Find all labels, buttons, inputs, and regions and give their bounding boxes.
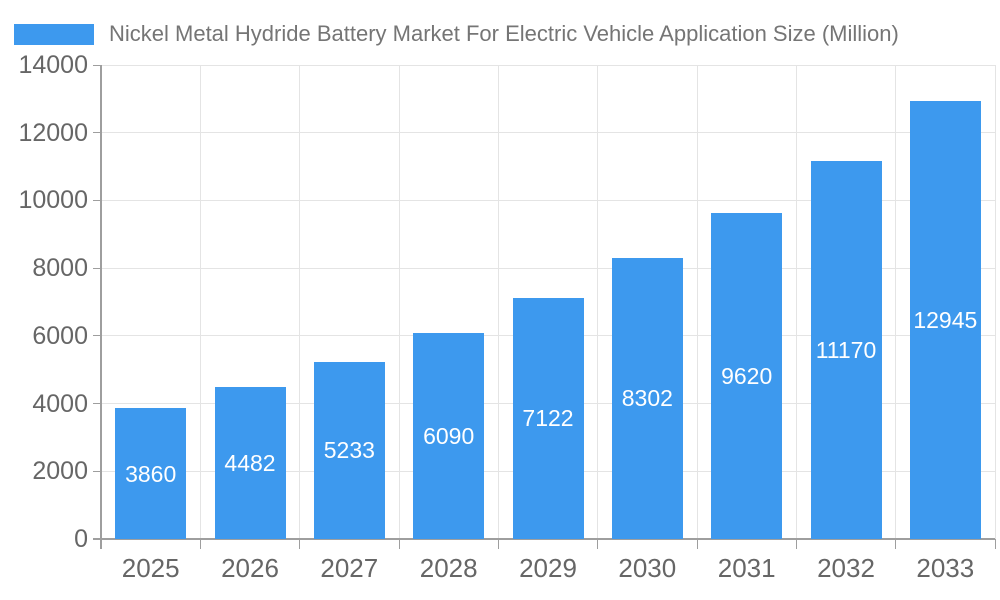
bar[interactable] bbox=[214, 387, 286, 539]
v-gridline bbox=[497, 65, 499, 539]
bar-value-label: 4482 bbox=[224, 450, 276, 477]
bar[interactable] bbox=[313, 361, 385, 539]
bar[interactable] bbox=[115, 408, 187, 539]
v-gridline bbox=[299, 65, 301, 539]
x-axis-tick bbox=[895, 539, 897, 549]
x-axis-tick bbox=[597, 539, 599, 549]
v-gridline bbox=[895, 65, 897, 539]
legend-item[interactable]: Nickel Metal Hydride Battery Market For … bbox=[14, 21, 899, 47]
x-axis-label: 2025 bbox=[121, 553, 180, 583]
y-axis-label: 2000 bbox=[32, 457, 88, 486]
bar-value-label: 11170 bbox=[815, 336, 877, 363]
y-axis-label: 10000 bbox=[18, 186, 88, 215]
x-axis-label: 2033 bbox=[916, 553, 975, 583]
bar-value-label: 7122 bbox=[522, 405, 574, 432]
v-gridline bbox=[696, 65, 698, 539]
h-gridline bbox=[101, 199, 995, 201]
y-axis-tick bbox=[93, 470, 101, 472]
x-axis-tick bbox=[696, 539, 698, 549]
bar[interactable] bbox=[909, 100, 981, 539]
x-axis-label: 2028 bbox=[419, 553, 478, 583]
y-axis-label: 12000 bbox=[18, 118, 88, 147]
v-gridline bbox=[994, 65, 996, 539]
x-axis-label: 2026 bbox=[221, 553, 279, 583]
bar[interactable] bbox=[711, 213, 783, 539]
x-axis-tick bbox=[795, 539, 797, 549]
chart-title: Nickel Metal Hydride Battery Market For … bbox=[109, 21, 899, 46]
x-axis-line bbox=[93, 538, 995, 540]
bar[interactable] bbox=[413, 332, 485, 539]
y-axis-tick bbox=[93, 199, 101, 201]
x-axis-tick bbox=[497, 539, 499, 549]
x-axis-tick bbox=[398, 539, 400, 549]
x-axis-label: 2029 bbox=[519, 553, 577, 583]
v-gridline bbox=[795, 65, 797, 539]
x-axis-label: 2027 bbox=[320, 553, 379, 583]
bar-value-label: 6090 bbox=[423, 422, 475, 449]
h-gridline bbox=[101, 267, 995, 269]
x-axis-label: 2032 bbox=[817, 553, 875, 583]
v-gridline bbox=[199, 65, 201, 539]
y-axis-tick bbox=[93, 403, 101, 405]
x-axis-tick bbox=[299, 539, 301, 549]
bar[interactable] bbox=[810, 160, 882, 539]
x-axis-label: 2030 bbox=[618, 553, 677, 583]
bar-value-label: 5233 bbox=[323, 437, 375, 464]
y-axis-label: 14000 bbox=[18, 51, 88, 79]
y-axis-label: 8000 bbox=[32, 254, 88, 283]
bar[interactable] bbox=[611, 257, 683, 539]
x-axis-tick bbox=[199, 539, 201, 549]
y-axis-tick bbox=[93, 132, 101, 134]
bar-value-label: 12945 bbox=[913, 306, 978, 333]
bar[interactable] bbox=[512, 297, 584, 539]
y-axis-line bbox=[100, 65, 102, 549]
y-axis-label: 6000 bbox=[32, 321, 88, 350]
bar-value-label: 3860 bbox=[125, 460, 177, 487]
x-axis-tick bbox=[994, 539, 996, 549]
y-axis-tick bbox=[93, 267, 101, 269]
x-axis-label: 2031 bbox=[717, 553, 776, 583]
bar-value-label: 9620 bbox=[721, 363, 773, 390]
y-axis-label: 0 bbox=[74, 525, 88, 553]
bar-value-label: 8302 bbox=[621, 385, 673, 412]
legend-swatch-icon bbox=[14, 23, 94, 45]
v-gridline bbox=[398, 65, 400, 539]
v-gridline bbox=[597, 65, 599, 539]
h-gridline bbox=[101, 132, 995, 134]
y-axis-tick bbox=[93, 64, 101, 66]
y-axis-label: 4000 bbox=[32, 389, 88, 418]
h-gridline bbox=[101, 64, 995, 66]
y-axis-tick bbox=[93, 335, 101, 337]
